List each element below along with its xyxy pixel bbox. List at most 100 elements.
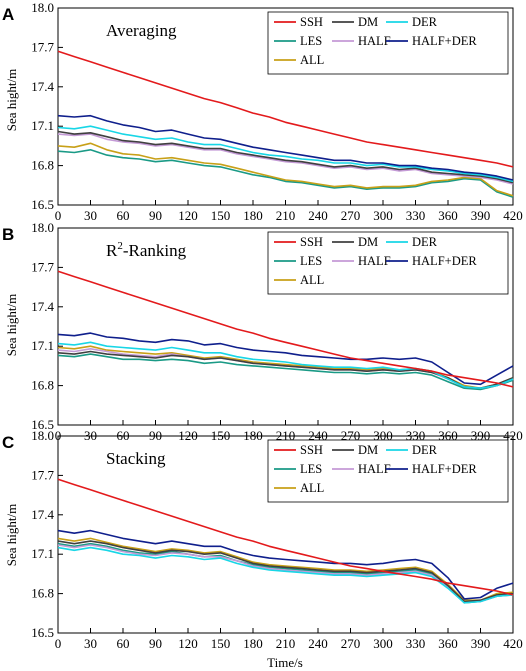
legend-label-dm: DM	[358, 15, 378, 29]
legend-label-half: HALF	[358, 462, 391, 476]
y-axis-title-c: Sea hight/m	[4, 504, 19, 566]
panel-title: Averaging	[106, 21, 177, 40]
series-line-half	[57, 133, 514, 185]
legend-label-all: ALL	[300, 53, 324, 67]
legend: SSH DM DER LES HALF HALF+DER ALL	[267, 439, 509, 503]
x-tick-label: 30	[84, 636, 97, 651]
x-tick-label: 210	[276, 636, 296, 651]
legend-label-half-plus-der: HALF+DER	[412, 34, 477, 48]
x-tick-label: 180	[243, 208, 263, 223]
y-tick-label: 18.0	[31, 428, 54, 443]
x-tick-label: 360	[438, 636, 458, 651]
x-tick-label: 180	[243, 636, 263, 651]
y-tick-label: 17.4	[31, 299, 54, 314]
series-line-half-plus-der	[57, 529, 514, 600]
y-tick-label: 16.8	[31, 586, 54, 601]
legend-label-les: LES	[300, 34, 322, 48]
y-tick-label: 17.4	[31, 507, 54, 522]
y-axis-title-b: Sea hight/m	[4, 294, 19, 356]
legend-label-ssh: SSH	[300, 443, 323, 457]
legend-label-all: ALL	[300, 481, 324, 495]
x-tick-label: 300	[373, 208, 393, 223]
panel-title-main: Stacking	[106, 449, 166, 468]
y-tick-label: 17.1	[31, 546, 54, 561]
x-tick-label: 150	[211, 636, 231, 651]
series-line-half	[57, 544, 514, 603]
legend-label-half-plus-der: HALF+DER	[412, 462, 477, 476]
x-tick-label: 210	[276, 208, 296, 223]
panel-letter: B	[2, 225, 14, 244]
legend-label-der: DER	[412, 15, 438, 29]
series-line-all	[57, 142, 514, 197]
legend-label-les: LES	[300, 254, 322, 268]
y-tick-label: 16.5	[31, 197, 54, 212]
y-tick-label: 18.0	[31, 220, 54, 235]
panel-b: B030609012015018021024027030033036039042…	[2, 220, 523, 443]
x-tick-label: 330	[406, 636, 426, 651]
legend-label-dm: DM	[358, 443, 378, 457]
legend: SSH DM DER LES HALF HALF+DER ALL	[267, 231, 509, 295]
series-line-dm	[57, 130, 514, 184]
series-line-der	[57, 341, 514, 390]
panel-title: Stacking	[106, 449, 166, 468]
series-line-half-plus-der	[57, 114, 514, 181]
y-tick-label: 16.8	[31, 158, 54, 173]
x-tick-label: 0	[55, 636, 62, 651]
y-tick-label: 18.0	[31, 0, 54, 15]
x-tick-label: 270	[341, 636, 361, 651]
panel-letter: A	[2, 5, 14, 24]
series-line-ssh	[57, 50, 514, 168]
legend-label-ssh: SSH	[300, 15, 323, 29]
x-tick-label: 390	[471, 636, 491, 651]
x-tick-label: 240	[308, 208, 328, 223]
y-tick-label: 17.1	[31, 118, 54, 133]
panel-title: R2-Ranking	[106, 240, 187, 260]
x-tick-label: 0	[55, 208, 62, 223]
x-tick-label: 300	[373, 636, 393, 651]
y-tick-label: 16.5	[31, 625, 54, 640]
series-line-les	[57, 149, 514, 198]
x-tick-label: 360	[438, 208, 458, 223]
x-tick-label: 330	[406, 208, 426, 223]
panel-title-rest: -Ranking	[123, 241, 187, 260]
y-tick-label: 16.5	[31, 417, 54, 432]
x-tick-label: 90	[149, 636, 162, 651]
legend-label-half: HALF	[358, 254, 391, 268]
x-tick-label: 390	[471, 208, 491, 223]
series-line-ssh	[57, 270, 514, 388]
y-tick-label: 17.1	[31, 338, 54, 353]
x-tick-label: 150	[211, 208, 231, 223]
y-tick-label: 17.4	[31, 79, 54, 94]
x-tick-label: 90	[149, 208, 162, 223]
legend-label-ssh: SSH	[300, 235, 323, 249]
legend-label-half-plus-der: HALF+DER	[412, 254, 477, 268]
legend-label-all: ALL	[300, 273, 324, 287]
legend-label-les: LES	[300, 462, 322, 476]
y-tick-label: 17.7	[31, 467, 54, 482]
x-tick-label: 420	[503, 636, 523, 651]
x-tick-label: 120	[178, 208, 198, 223]
panel-title-main: R	[106, 241, 118, 260]
panel-c: C 0 30 60 90 120 150 180 210 240 270 300 330 360 390 42…	[2, 428, 523, 651]
y-tick-label: 17.7	[31, 259, 54, 274]
legend-label-der: DER	[412, 235, 438, 249]
panel-a: A 0 30 60 90 120 150 180 210 240 270 300 330 360 390 42…	[2, 0, 523, 223]
series-line-half-plus-der	[57, 332, 514, 386]
x-tick-label: 420	[503, 208, 523, 223]
panel-title-main: Averaging	[106, 21, 177, 40]
panel-title-sup: 2	[117, 240, 123, 252]
x-tick-label: 60	[117, 208, 130, 223]
panel-letter: C	[2, 433, 14, 452]
legend-label-dm: DM	[358, 235, 378, 249]
series-line-all	[57, 537, 514, 602]
series-line-les	[57, 353, 514, 391]
x-axis-title: Time/s	[267, 655, 303, 670]
x-tick-label: 270	[341, 208, 361, 223]
series-line-der	[57, 125, 514, 183]
x-tick-label: 120	[178, 636, 198, 651]
x-tick-label: 60	[117, 636, 130, 651]
x-tick-label: 30	[84, 208, 97, 223]
y-tick-label: 16.8	[31, 378, 54, 393]
y-axis-title-a: Sea hight/m	[4, 69, 19, 131]
